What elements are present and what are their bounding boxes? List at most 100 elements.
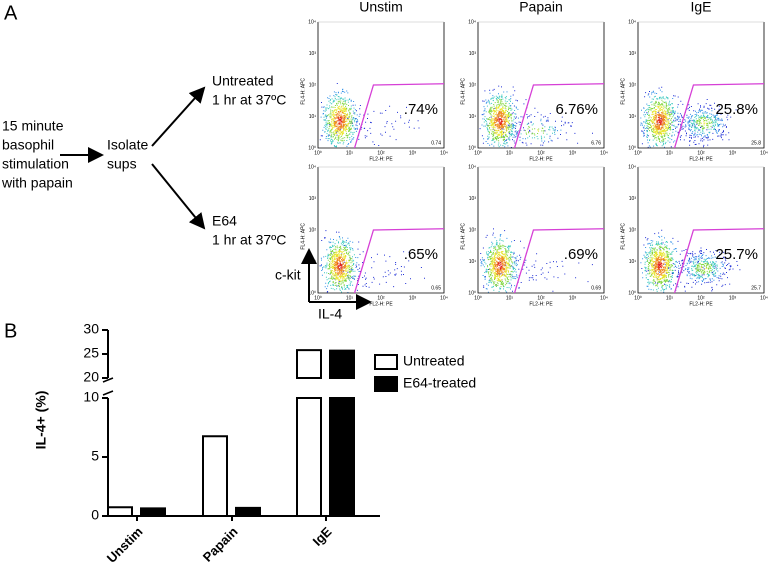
y-tick-label: 25 <box>83 345 99 361</box>
x-tick-label: Papain <box>200 524 241 565</box>
panel-label: A <box>4 2 18 24</box>
y-tick-label: 10⁴ <box>468 164 476 170</box>
gate-count: 25.7 <box>751 285 761 291</box>
x-tick-label: 10² <box>697 295 705 301</box>
gate-count: 0.74 <box>431 140 441 146</box>
plot-axes <box>637 22 765 149</box>
column-title: Unstim <box>359 0 403 15</box>
x-tick-label: 10³ <box>569 295 577 301</box>
x-tick-label: 10⁴ <box>600 295 608 301</box>
cell-dots <box>653 111 667 130</box>
x-tick-label: 10⁰ <box>634 150 642 156</box>
y-tick-label: 10⁰ <box>308 145 316 151</box>
legend-swatch <box>374 354 398 370</box>
y-tick-label: 10³ <box>629 51 637 57</box>
x-tick-label: 10⁴ <box>440 295 448 301</box>
y-tick-label: 10⁴ <box>308 19 316 25</box>
gate <box>353 83 445 149</box>
condition-detail: 1 hr at 37ºC <box>212 92 286 108</box>
gate-count: 0.69 <box>591 285 601 291</box>
y-tick-label: 10² <box>469 227 477 233</box>
x-axis-label: FL2-H: PE <box>689 301 713 307</box>
y-axis-label: FL4-H: APC <box>300 78 306 105</box>
cell-dots <box>497 117 503 126</box>
y-tick-label: 10 <box>83 389 99 405</box>
y-tick-label: 30 <box>83 321 99 337</box>
legend-label: E64-treated <box>403 375 476 391</box>
y-tick-label: 10² <box>629 227 637 233</box>
x-tick-label: 10⁴ <box>440 150 448 156</box>
x-axis-label: FL2-H: PE <box>529 301 553 307</box>
plot-axes <box>477 167 605 294</box>
x-tick-label: 10⁴ <box>760 150 768 156</box>
y-axis-label: FL4-H: APC <box>620 78 626 105</box>
y-tick-label: 10² <box>469 82 477 88</box>
x-tick-label: 10⁰ <box>314 295 322 301</box>
stimulus-text: stimulation <box>2 156 69 172</box>
y-axis-label: FL4-H: APC <box>460 78 466 105</box>
x-tick-label: 10¹ <box>506 295 514 301</box>
x-tick-label: 10¹ <box>506 150 514 156</box>
isolate-text: sups <box>107 156 137 172</box>
y-tick-label: 10¹ <box>309 114 317 120</box>
axis-marker: IL-4 <box>318 306 342 322</box>
x-tick-label: Unstim <box>104 524 146 566</box>
isolate-text: Isolate <box>107 137 148 153</box>
x-tick-label: IgE <box>310 524 335 549</box>
cell-dots <box>647 244 712 287</box>
axis-break <box>102 377 114 396</box>
x-tick-label: 10³ <box>409 150 417 156</box>
legend-label: Untreated <box>403 353 464 369</box>
gate-percent: .65% <box>404 246 438 263</box>
x-tick-label: 10² <box>377 295 385 301</box>
plot-axes <box>637 167 765 294</box>
bar <box>140 507 166 517</box>
bar <box>329 349 355 517</box>
y-tick-label: 10⁴ <box>468 19 476 25</box>
legend-swatch <box>374 376 398 392</box>
gate <box>673 83 765 149</box>
cell-dots <box>490 105 539 137</box>
bar <box>202 435 228 517</box>
x-tick-label: 10¹ <box>666 295 674 301</box>
x-tick-label: 10¹ <box>666 150 674 156</box>
gate-count: 6.76 <box>591 140 601 146</box>
y-tick-label: 10⁰ <box>308 290 316 296</box>
y-tick-label: 10⁰ <box>468 290 476 296</box>
y-tick-label: 10¹ <box>469 114 477 120</box>
x-tick-label: 10⁰ <box>634 295 642 301</box>
flow-arrows <box>60 86 372 310</box>
stimulus-text: with papain <box>1 175 73 191</box>
bar <box>296 349 322 517</box>
x-tick-label: 10⁴ <box>600 150 608 156</box>
y-tick-label: 10³ <box>469 51 477 57</box>
cell-dots <box>640 89 724 148</box>
gate-percent: 6.76% <box>555 101 598 118</box>
y-axis-label: IL-4+ (%) <box>33 391 49 450</box>
condition-name: Untreated <box>212 73 273 89</box>
gate-count: 25.8 <box>751 140 761 146</box>
y-tick-label: 10⁴ <box>628 19 636 25</box>
y-tick-label: 10² <box>629 82 637 88</box>
cell-dots <box>337 261 343 271</box>
gate-count: 0.65 <box>431 285 441 291</box>
y-tick-label: 0 <box>91 507 99 523</box>
x-tick-label: 10⁴ <box>760 295 768 301</box>
x-axis-label: FL2-H: PE <box>369 301 393 307</box>
y-tick-label: 10² <box>309 82 317 88</box>
y-tick-label: 10³ <box>469 196 477 202</box>
gate <box>353 228 445 294</box>
cell-dots <box>490 250 510 282</box>
bar <box>235 506 261 517</box>
y-axis-label: FL4-H: APC <box>620 223 626 250</box>
y-tick-label: 10⁴ <box>308 164 316 170</box>
gate-percent: .74% <box>404 101 438 118</box>
gate-percent: 25.7% <box>715 246 758 263</box>
y-tick-label: 5 <box>91 448 99 464</box>
y-axis-label: FL4-H: APC <box>300 223 306 250</box>
cell-dots <box>330 105 350 137</box>
cell-dots <box>487 244 513 288</box>
x-tick-label: 10¹ <box>346 295 354 301</box>
y-tick-label: 10¹ <box>309 259 317 265</box>
